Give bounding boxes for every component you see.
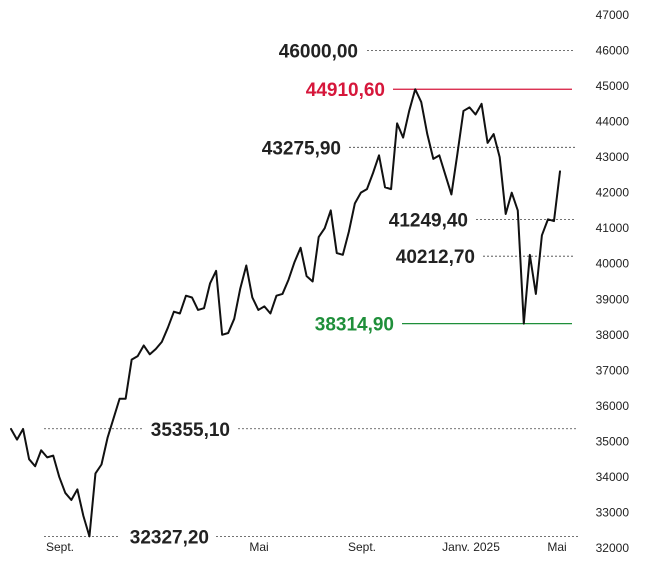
y-tick-label: 40000 (596, 257, 630, 271)
annotation-label-ref: 35355,10 (151, 420, 230, 441)
x-tick-label: Janv. 2025 (442, 540, 500, 554)
y-tick-label: 32000 (596, 541, 630, 555)
y-tick-label: 35000 (596, 434, 630, 448)
y-tick-label: 33000 (596, 505, 630, 519)
y-tick-label: 37000 (596, 363, 630, 377)
price-series-line (10, 88, 561, 538)
y-tick-label: 43000 (596, 150, 630, 164)
y-tick-label: 47000 (596, 8, 630, 22)
annotation-label-ref: 41249,40 (389, 210, 468, 231)
x-tick-label: Mai (547, 540, 566, 554)
annotation-label-ref: 46000,00 (279, 42, 358, 63)
y-tick-label: 34000 (596, 470, 630, 484)
annotation-label-high: 44910,60 (306, 80, 385, 101)
y-tick-label: 42000 (596, 186, 630, 200)
annotation-label-ref: 43275,90 (262, 138, 341, 159)
x-tick-label: Sept. (348, 540, 376, 554)
x-tick-label: Sept. (46, 540, 74, 554)
y-tick-label: 36000 (596, 399, 630, 413)
y-tick-label: 46000 (596, 44, 630, 58)
x-tick-label: Mai (249, 540, 268, 554)
y-tick-label: 38000 (596, 328, 630, 342)
annotation-label-low: 38314,90 (315, 315, 394, 336)
y-tick-label: 45000 (596, 79, 630, 93)
annotation-label-ref: 40212,70 (396, 247, 475, 268)
annotation-label-ref: 32327,20 (130, 527, 209, 548)
y-tick-label: 39000 (596, 292, 630, 306)
x-axis: Sept. Mai Sept. Janv. 2025 Mai (46, 540, 567, 554)
y-tick-label: 41000 (596, 221, 630, 235)
value-annotations: 46000,00 44910,60 43275,90 41249,40 40212,70… (130, 42, 475, 549)
y-axis: 32000 33000 34000 35000 36000 37000 38000 39000… (596, 8, 630, 555)
y-tick-label: 44000 (596, 115, 630, 129)
reference-lines (44, 50, 578, 537)
